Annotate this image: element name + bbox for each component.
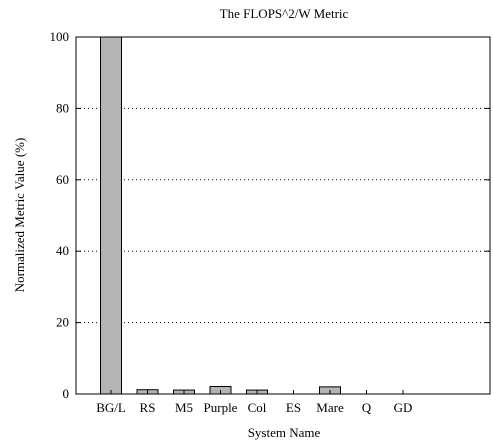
bars: [100, 36, 341, 395]
x-tick-label: RS: [140, 400, 156, 415]
x-tick-label: Q: [362, 400, 372, 415]
y-axis-label: Normalized Metric Value (%): [12, 138, 27, 293]
x-axis-label: System Name: [248, 425, 321, 440]
x-tick-label: Col: [248, 400, 267, 415]
y-tick-label: 80: [56, 100, 69, 115]
y-tick-label: 60: [56, 172, 69, 187]
x-tick-label: GD: [394, 400, 413, 415]
x-tick-label: BG/L: [96, 400, 126, 415]
y-tick-label: 20: [56, 315, 69, 330]
y-tick-label: 40: [56, 243, 69, 258]
x-tick-label: M5: [175, 400, 193, 415]
x-axis-ticks: BG/L RS M5 Purple Col ES Mare Q GD: [96, 390, 412, 415]
y-tick-label: 100: [50, 29, 70, 44]
x-tick-label: Mare: [316, 400, 344, 415]
plot-frame: [75, 36, 491, 395]
y-axis-ticks: 0 20 40 60 80 100: [50, 29, 490, 401]
bar-bg-l: [100, 36, 122, 395]
gridlines: [76, 107, 490, 324]
x-tick-label: Purple: [204, 400, 238, 415]
y-tick-label: 0: [63, 386, 70, 401]
x-tick-label: ES: [286, 400, 301, 415]
chart-title: The FLOPS^2/W Metric: [220, 6, 349, 21]
